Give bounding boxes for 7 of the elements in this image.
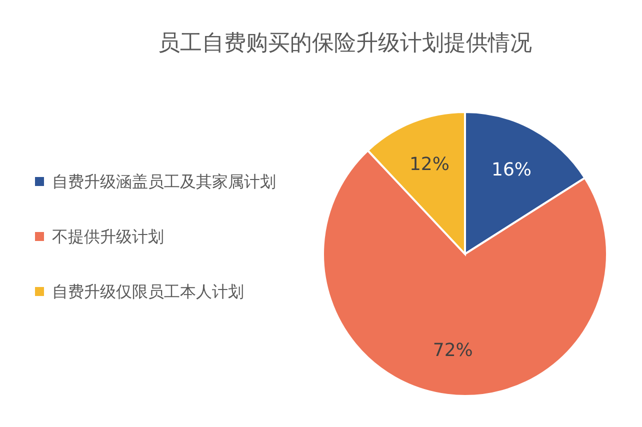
chart-title: 员工自费购买的保险升级计划提供情况 — [158, 31, 532, 56]
data-label: 16% — [492, 159, 532, 180]
data-label: 72% — [432, 340, 473, 361]
data-label: 12% — [409, 154, 450, 176]
legend-label: 自费升级仅限员工本人计划 — [52, 282, 244, 301]
legend-label: 自费升级涵盖员工及其家属计划 — [52, 172, 276, 191]
legend-label: 不提供升级计划 — [52, 227, 164, 246]
